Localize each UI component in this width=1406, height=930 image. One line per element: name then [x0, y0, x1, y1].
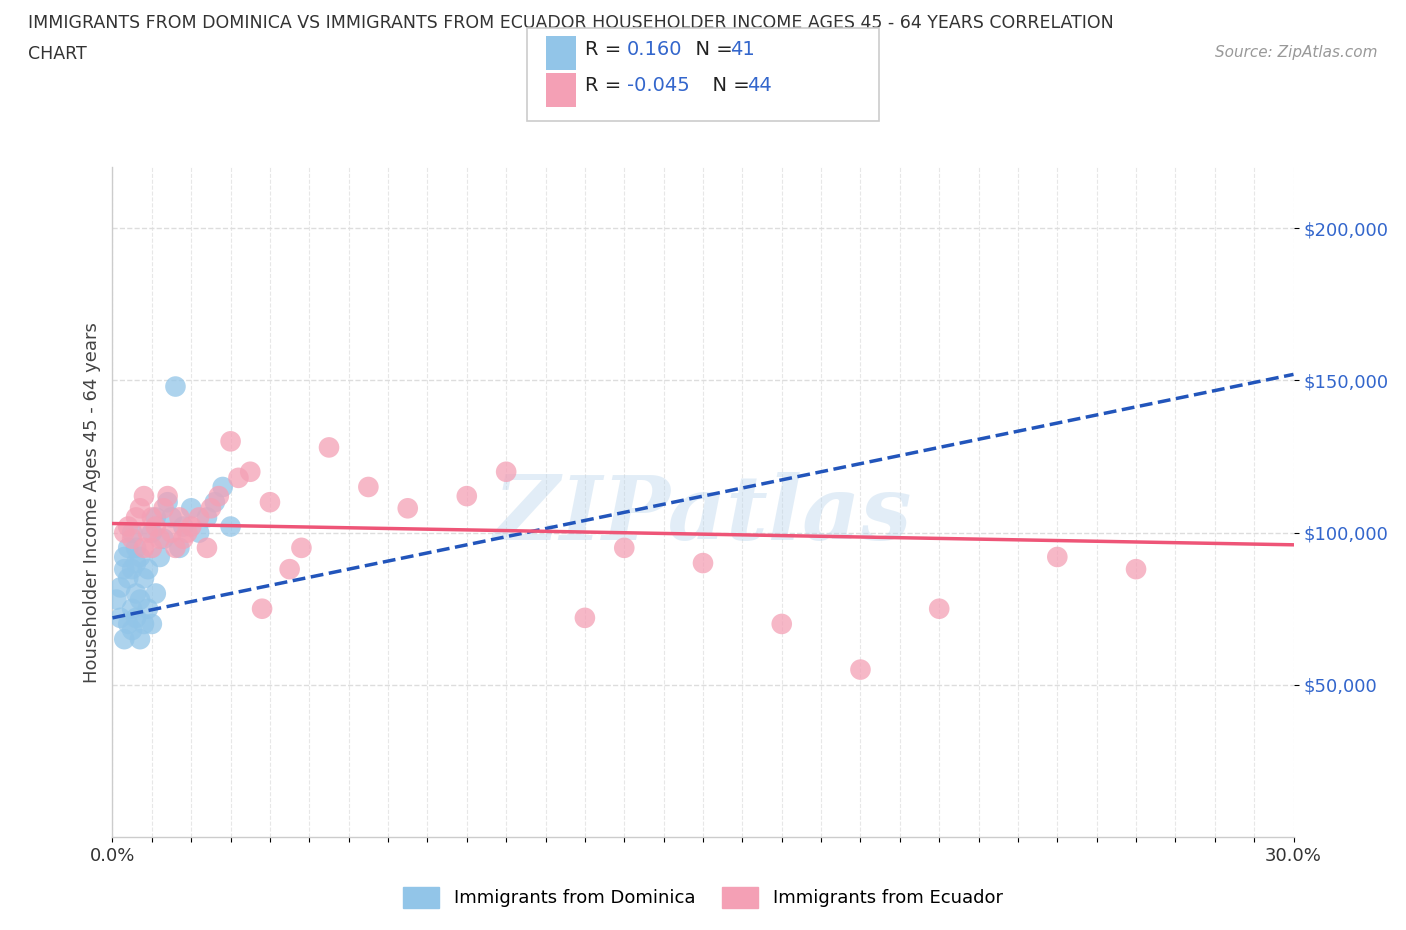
- Point: [112, 525, 135, 540]
- Point: [121, 622, 143, 637]
- Point: [121, 531, 143, 546]
- Point: [165, 379, 187, 394]
- Point: [180, 519, 202, 534]
- Point: [195, 510, 218, 525]
- Point: [152, 501, 174, 516]
- Point: [132, 540, 155, 555]
- Point: [250, 602, 273, 617]
- Point: [456, 488, 478, 503]
- Point: [208, 488, 231, 503]
- Point: [136, 602, 159, 617]
- Y-axis label: Householder Income Ages 45 - 64 years: Householder Income Ages 45 - 64 years: [83, 322, 101, 683]
- Point: [141, 525, 163, 540]
- Point: [141, 510, 163, 525]
- Point: [928, 602, 950, 617]
- Point: [200, 501, 222, 516]
- Point: [132, 571, 155, 586]
- Text: 0.160: 0.160: [627, 40, 682, 59]
- Point: [125, 540, 148, 555]
- Text: R =: R =: [585, 40, 627, 59]
- Point: [132, 488, 155, 503]
- Point: [219, 434, 242, 449]
- Point: [117, 540, 139, 555]
- Point: [110, 610, 132, 625]
- Point: [228, 471, 250, 485]
- Point: [770, 617, 793, 631]
- Point: [149, 550, 172, 565]
- Point: [169, 510, 191, 525]
- Point: [152, 531, 174, 546]
- Point: [129, 592, 152, 607]
- Point: [121, 602, 143, 617]
- Point: [156, 488, 179, 503]
- Point: [396, 501, 419, 516]
- Point: [112, 562, 135, 577]
- Point: [259, 495, 281, 510]
- Point: [188, 510, 211, 525]
- Point: [149, 531, 172, 546]
- Point: [112, 550, 135, 565]
- Point: [211, 480, 233, 495]
- Point: [195, 540, 218, 555]
- Text: -0.045: -0.045: [627, 76, 690, 95]
- Point: [141, 617, 163, 631]
- Point: [125, 586, 148, 601]
- Text: IMMIGRANTS FROM DOMINICA VS IMMIGRANTS FROM ECUADOR HOUSEHOLDER INCOME AGES 45 -: IMMIGRANTS FROM DOMINICA VS IMMIGRANTS F…: [28, 14, 1114, 32]
- Text: R =: R =: [585, 76, 627, 95]
- Point: [145, 519, 167, 534]
- Point: [176, 525, 198, 540]
- Point: [169, 540, 191, 555]
- Text: N =: N =: [683, 40, 740, 59]
- Point: [849, 662, 872, 677]
- Point: [121, 562, 143, 577]
- Point: [239, 464, 262, 479]
- Point: [112, 631, 135, 646]
- Point: [145, 586, 167, 601]
- Text: 44: 44: [747, 76, 772, 95]
- Point: [110, 580, 132, 595]
- Point: [129, 501, 152, 516]
- Point: [145, 510, 167, 525]
- Point: [692, 555, 714, 570]
- Point: [165, 540, 187, 555]
- Legend: Immigrants from Dominica, Immigrants from Ecuador: Immigrants from Dominica, Immigrants fro…: [396, 880, 1010, 915]
- Point: [318, 440, 340, 455]
- Point: [574, 610, 596, 625]
- Point: [121, 525, 143, 540]
- Point: [613, 540, 636, 555]
- Text: Source: ZipAtlas.com: Source: ZipAtlas.com: [1215, 45, 1378, 60]
- Point: [117, 519, 139, 534]
- Point: [136, 562, 159, 577]
- Point: [1046, 550, 1069, 565]
- Point: [495, 464, 517, 479]
- Point: [129, 631, 152, 646]
- Point: [357, 480, 380, 495]
- Point: [117, 571, 139, 586]
- Point: [125, 555, 148, 570]
- Point: [160, 525, 183, 540]
- Point: [290, 540, 312, 555]
- Point: [278, 562, 301, 577]
- Point: [160, 510, 183, 525]
- Point: [156, 495, 179, 510]
- Point: [136, 525, 159, 540]
- Point: [129, 550, 152, 565]
- Point: [172, 531, 194, 546]
- Point: [125, 610, 148, 625]
- Point: [172, 519, 194, 534]
- Text: 41: 41: [730, 40, 755, 59]
- Text: N =: N =: [700, 76, 756, 95]
- Point: [132, 617, 155, 631]
- Point: [125, 510, 148, 525]
- Point: [117, 617, 139, 631]
- Point: [1125, 562, 1147, 577]
- Point: [188, 525, 211, 540]
- Point: [204, 495, 226, 510]
- Point: [141, 540, 163, 555]
- Text: CHART: CHART: [28, 45, 87, 62]
- Point: [180, 501, 202, 516]
- Point: [219, 519, 242, 534]
- Text: ZIPatlas: ZIPatlas: [495, 472, 911, 559]
- Point: [105, 592, 128, 607]
